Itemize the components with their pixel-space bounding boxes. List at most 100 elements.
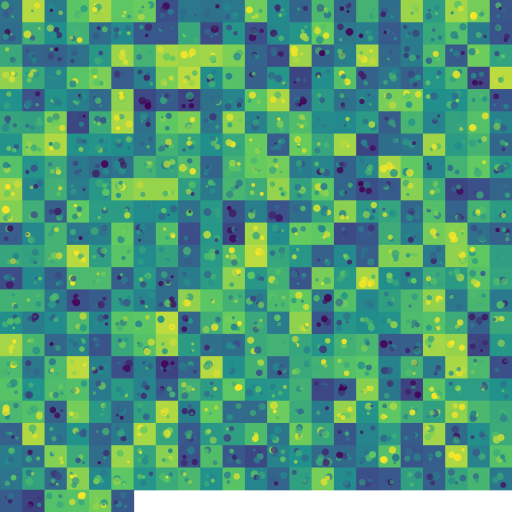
tile-speckle — [140, 281, 147, 288]
filter-tile — [66, 200, 90, 224]
tile-background — [378, 222, 402, 246]
tile-speckle — [148, 471, 154, 476]
tile-background — [400, 289, 424, 313]
tile-speckle — [228, 209, 237, 218]
filter-tile — [378, 178, 402, 201]
tile-speckle — [389, 183, 397, 191]
tile-speckle — [407, 123, 412, 127]
tile-speckle — [117, 361, 121, 365]
tile-speckle — [79, 346, 85, 352]
tile-speckle — [47, 52, 55, 60]
tile-speckle — [49, 316, 54, 322]
tile-speckle — [79, 312, 87, 320]
filter-tile — [0, 422, 23, 446]
tile-speckle — [323, 404, 327, 408]
filter-tile — [89, 333, 112, 357]
tile-speckle — [92, 280, 96, 284]
filter-tile — [22, 44, 46, 68]
tile-speckle — [475, 316, 483, 324]
tile-speckle — [338, 430, 342, 434]
tile-speckle — [380, 317, 388, 325]
tile-speckle — [70, 188, 77, 195]
tile-speckle — [335, 298, 344, 307]
tile-speckle — [370, 298, 376, 304]
filter-tile — [111, 44, 135, 68]
filter-tile — [356, 311, 380, 335]
tile-speckle — [468, 124, 477, 132]
tile-speckle — [371, 95, 376, 100]
filter-tile — [422, 0, 446, 23]
filter-tile — [467, 222, 491, 246]
tile-speckle — [429, 277, 438, 286]
tile-speckle — [73, 474, 77, 478]
tile-speckle — [413, 235, 417, 239]
tile-speckle — [75, 457, 81, 464]
filter-tile — [378, 22, 402, 46]
tile-speckle — [247, 336, 255, 344]
filter-tile — [22, 333, 46, 357]
filter-tile — [244, 445, 268, 469]
filter-tile — [333, 155, 357, 179]
filter-tile — [244, 400, 268, 424]
tile-speckle — [94, 496, 100, 503]
tile-speckle — [12, 123, 18, 128]
tile-speckle — [165, 256, 171, 262]
tile-speckle — [255, 434, 259, 438]
tile-background — [356, 89, 380, 112]
tile-speckle — [49, 47, 54, 51]
tile-speckle — [48, 358, 56, 366]
tile-background — [178, 333, 201, 357]
tile-speckle — [30, 164, 38, 172]
tile-speckle — [185, 91, 194, 100]
tile-speckle — [404, 92, 411, 100]
tile-speckle — [469, 414, 477, 422]
filter-tile — [467, 0, 491, 23]
filter-tile — [400, 378, 424, 402]
tile-background — [89, 422, 112, 446]
tile-speckle — [502, 458, 507, 463]
tile-speckle — [454, 481, 459, 485]
tile-speckle — [316, 322, 322, 327]
tile-speckle — [297, 169, 304, 176]
tile-speckle — [90, 227, 99, 235]
tile-speckle — [113, 26, 120, 33]
tile-speckle — [170, 361, 175, 366]
tile-speckle — [226, 456, 233, 464]
tile-speckle — [181, 392, 189, 400]
tile-speckle — [171, 234, 176, 239]
tile-speckle — [252, 448, 256, 452]
tile-speckle — [203, 208, 212, 217]
filter-tile — [222, 155, 246, 179]
filter-tile — [155, 44, 179, 68]
filter-tile — [356, 356, 380, 380]
tile-speckle — [340, 214, 345, 220]
tile-background — [133, 467, 157, 491]
tile-speckle — [321, 430, 330, 439]
tile-speckle — [25, 366, 32, 373]
tile-speckle — [296, 192, 303, 199]
filter-tile — [489, 155, 512, 179]
tile-speckle — [191, 387, 195, 391]
tile-speckle — [225, 427, 229, 431]
tile-speckle — [294, 209, 302, 217]
tile-speckle — [411, 324, 415, 329]
tile-speckle — [80, 5, 88, 13]
tile-background — [111, 0, 135, 23]
tile-speckle — [91, 366, 96, 371]
tile-speckle — [74, 145, 79, 150]
tile-speckle — [74, 293, 79, 298]
tile-speckle — [359, 317, 365, 322]
tile-speckle — [11, 430, 17, 436]
tile-speckle — [294, 135, 302, 144]
filter-tile — [66, 489, 90, 512]
tile-speckle — [92, 93, 97, 99]
tile-speckle — [275, 268, 282, 275]
tile-speckle — [300, 299, 304, 303]
tile-speckle — [78, 147, 84, 152]
tile-speckle — [345, 116, 350, 122]
filter-tile — [0, 178, 23, 201]
tile-speckle — [296, 122, 301, 127]
tile-speckle — [156, 387, 165, 396]
tile-speckle — [468, 47, 476, 56]
filter-tile — [0, 89, 23, 112]
